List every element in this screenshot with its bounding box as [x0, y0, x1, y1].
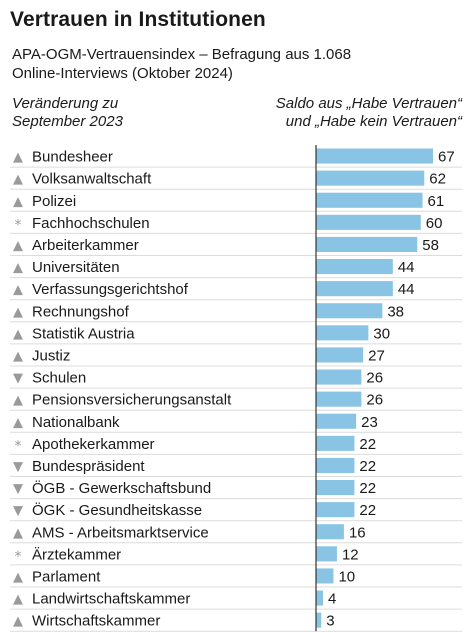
change-marker-up: ▲	[13, 305, 23, 320]
chart-subtitle: APA-OGM-Vertrauensindex – Befragung aus …	[12, 45, 452, 83]
category-label: ÖGB - Gewerkschaftsbund	[32, 479, 211, 497]
bar	[316, 192, 423, 208]
category-label: Justiz	[32, 347, 70, 364]
bar	[316, 303, 383, 319]
value-column-header: Saldo aus „Habe Vertrauen“ und „Habe kei…	[276, 95, 462, 131]
bar	[316, 590, 323, 606]
subtitle-line-1: APA-OGM-Vertrauensindex – Befragung aus …	[12, 46, 352, 63]
bar	[316, 413, 357, 429]
change-header-line-2: September 2023	[12, 113, 123, 130]
bar	[316, 568, 334, 584]
value-label: 61	[428, 193, 445, 210]
change-marker-new: *	[15, 217, 22, 233]
bar	[316, 236, 418, 252]
category-label: Nationalbank	[32, 414, 120, 431]
change-marker-up: ▲	[13, 150, 23, 165]
value-label: 4	[328, 591, 336, 608]
change-marker-up: ▲	[13, 194, 23, 209]
value-label: 10	[338, 568, 355, 585]
bar	[316, 214, 421, 230]
category-label: Arbeiterkammer	[32, 237, 139, 254]
value-label: 67	[438, 149, 455, 166]
category-label: Bundesheer	[32, 149, 113, 166]
change-marker-up: ▲	[13, 283, 23, 298]
category-label: Ärztekammer	[32, 546, 121, 563]
value-label: 22	[359, 502, 376, 519]
change-marker-up: ▲	[13, 526, 23, 541]
value-label: 44	[398, 281, 415, 298]
change-marker-down: ▼	[13, 371, 23, 386]
value-label: 44	[398, 259, 415, 276]
change-marker-up: ▲	[13, 570, 23, 585]
bar	[316, 502, 355, 518]
category-label: Landwirtschaftskammer	[32, 591, 190, 608]
category-label: Volksanwaltschaft	[32, 171, 152, 188]
value-label: 22	[359, 458, 376, 475]
value-label: 62	[429, 171, 446, 188]
change-marker-up: ▲	[13, 592, 23, 607]
change-header-line-1: Veränderung zu	[12, 95, 119, 112]
value-label: 12	[342, 546, 359, 563]
category-label: AMS - Arbeitsmarktservice	[32, 524, 209, 541]
bar	[316, 259, 393, 275]
bar	[316, 435, 355, 451]
change-marker-down: ▼	[13, 459, 23, 474]
value-label: 38	[387, 303, 404, 320]
category-label: Apothekerkammer	[32, 436, 155, 453]
value-header-line-2: und „Habe kein Vertrauen“	[285, 113, 462, 130]
subtitle-line-2: Online-Interviews (Oktober 2024)	[12, 65, 233, 82]
bar	[316, 148, 433, 164]
bar	[316, 457, 355, 473]
bar	[316, 480, 355, 496]
change-marker-up: ▲	[13, 238, 23, 253]
change-marker-new: *	[15, 549, 22, 565]
category-label: Schulen	[32, 370, 86, 387]
change-marker-up: ▲	[13, 415, 23, 430]
bar	[316, 325, 369, 341]
bar	[316, 347, 364, 363]
change-column-header: Veränderung zu September 2023	[12, 95, 123, 131]
category-label: Verfassungsgerichtshof	[32, 281, 189, 298]
value-label: 22	[359, 480, 376, 497]
bar	[316, 612, 322, 628]
value-label: 26	[366, 370, 383, 387]
value-label: 16	[349, 524, 366, 541]
category-label: Bundespräsident	[32, 458, 145, 475]
change-marker-up: ▲	[13, 614, 23, 629]
value-label: 23	[361, 414, 378, 431]
change-marker-up: ▲	[13, 393, 23, 408]
value-label: 30	[373, 325, 390, 342]
category-label: Statistik Austria	[32, 325, 135, 342]
bar	[316, 369, 362, 385]
bar	[316, 281, 393, 297]
change-marker-down: ▼	[13, 482, 23, 497]
value-label: 3	[326, 613, 334, 630]
value-label: 27	[368, 347, 385, 364]
chart-title: Vertrauen in Institutionen	[10, 8, 266, 31]
change-marker-up: ▲	[13, 349, 23, 364]
value-label: 26	[366, 392, 383, 409]
category-label: Fachhochschulen	[32, 215, 150, 232]
value-label: 58	[422, 237, 439, 254]
change-marker-up: ▲	[13, 261, 23, 276]
category-label: Wirtschaftskammer	[32, 613, 160, 630]
change-marker-new: *	[15, 438, 22, 454]
bar	[316, 524, 344, 540]
category-label: ÖGK - Gesundheitskasse	[32, 501, 202, 519]
value-header-line-1: Saldo aus „Habe Vertrauen“	[275, 95, 462, 112]
bar	[316, 546, 337, 562]
category-label: Rechnungshof	[32, 303, 130, 320]
value-label: 60	[426, 215, 443, 232]
bar	[316, 391, 362, 407]
category-label: Polizei	[32, 193, 76, 210]
category-label: Pensionsversicherungsanstalt	[32, 392, 232, 409]
change-marker-up: ▲	[13, 172, 23, 187]
change-marker-down: ▼	[13, 504, 23, 519]
bar	[316, 170, 425, 186]
category-label: Universitäten	[32, 259, 120, 276]
change-marker-up: ▲	[13, 327, 23, 342]
category-label: Parlament	[32, 568, 101, 585]
value-label: 22	[359, 436, 376, 453]
